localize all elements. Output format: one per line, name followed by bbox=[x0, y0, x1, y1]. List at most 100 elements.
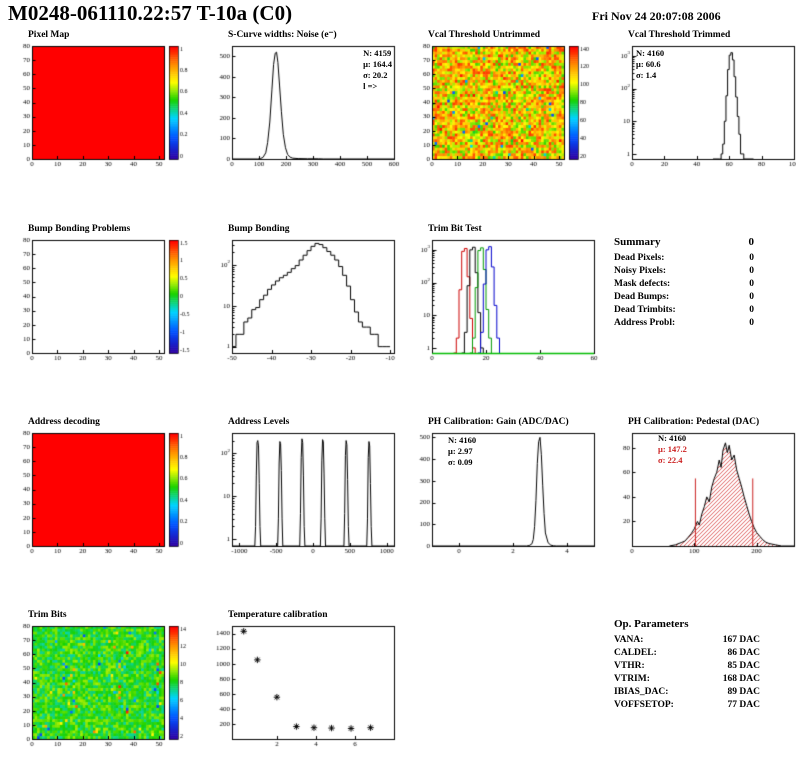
ph_gain-chart bbox=[406, 428, 602, 560]
panel-bump_bonding: Bump Bonding bbox=[206, 224, 402, 367]
panel-title-trim_bits: Trim Bits bbox=[28, 610, 67, 620]
summary-row: Dead Bumps: 0 bbox=[614, 291, 754, 304]
stats-box-vcal_trimmed: N: 4160 μ: 60.6 σ: 1.4 bbox=[636, 48, 664, 81]
panel-title-address_levels: Address Levels bbox=[228, 417, 290, 427]
ph_pedestal-chart bbox=[606, 428, 796, 560]
summary-block: Summary 0 Dead Pixels: 0 Noisy Pixels: 0 Mask … bbox=[614, 236, 754, 330]
panel-title-vcal_trimmed: Vcal Threshold Trimmed bbox=[628, 30, 731, 40]
panel-vcal_untrimmed: Vcal Threshold Untrimmed bbox=[406, 30, 602, 173]
op_parameters-row-value: 85 DAC bbox=[727, 661, 760, 671]
pixel_map-chart bbox=[6, 41, 202, 173]
stats-box-scurve_noise: N: 4159 μ: 164.4 σ: 20.2 l => bbox=[363, 48, 392, 92]
summary-row: Address Probl: 0 bbox=[614, 317, 754, 330]
op_parameters-row-label: VANA: bbox=[614, 635, 644, 645]
op_parameters-row: CALDEL: 86 DAC bbox=[614, 647, 760, 660]
panel-address_decoding: Address decoding bbox=[6, 417, 202, 560]
stat-line: μ: 164.4 bbox=[363, 59, 392, 70]
op_parameters-row-value: 168 DAC bbox=[722, 674, 760, 684]
panel-scurve_noise: S-Curve widths: Noise (e⁻) N: 4159 μ: 164.… bbox=[206, 30, 402, 173]
panel-bump_problems: Bump Bonding Problems bbox=[6, 224, 202, 367]
summary-row-value: 0 bbox=[749, 318, 754, 328]
timestamp: Fri Nov 24 20:07:08 2006 bbox=[592, 9, 721, 23]
stat-line: μ: 147.2 bbox=[658, 444, 687, 455]
summary-row-label: Mask defects: bbox=[614, 279, 671, 289]
summary-row-value: 0 bbox=[749, 279, 754, 289]
panel-title-scurve_noise: S-Curve widths: Noise (e⁻) bbox=[228, 30, 337, 40]
summary-header: Summary 0 bbox=[614, 236, 754, 249]
stat-line: σ: 20.2 bbox=[363, 70, 388, 81]
op_parameters-header: Op. Parameters bbox=[614, 618, 760, 631]
panel-title-ph_gain: PH Calibration: Gain (ADC/DAC) bbox=[428, 417, 569, 427]
trim_bit_test-chart bbox=[406, 235, 602, 367]
op_parameters-row-value: 77 DAC bbox=[727, 700, 760, 710]
op_parameters-row-label: IBIAS_DAC: bbox=[614, 687, 669, 697]
panel-title-ph_pedestal: PH Calibration: Pedestal (DAC) bbox=[628, 417, 760, 427]
panel-title-temperature: Temperature calibration bbox=[228, 610, 328, 620]
summary-row-label: Dead Pixels: bbox=[614, 253, 665, 263]
summary-row-label: Dead Trimbits: bbox=[614, 305, 676, 315]
panel-title-address_decoding: Address decoding bbox=[28, 417, 100, 427]
panel-title-bump_problems: Bump Bonding Problems bbox=[28, 224, 131, 234]
op_parameters-row-label: VTHR: bbox=[614, 661, 645, 671]
stat-line: l => bbox=[363, 81, 378, 92]
op_parameters-row: VTRIM: 168 DAC bbox=[614, 673, 760, 686]
summary-title: Summary bbox=[614, 236, 661, 248]
stats-box-ph_pedestal: N: 4160 μ: 147.2 σ: 22.4 bbox=[658, 433, 687, 466]
panel-title-pixel_map: Pixel Map bbox=[28, 30, 70, 40]
panel-temperature: Temperature calibration bbox=[206, 610, 402, 753]
panel-title-vcal_untrimmed: Vcal Threshold Untrimmed bbox=[428, 30, 541, 40]
op_parameters-row-value: 167 DAC bbox=[722, 635, 760, 645]
summary-row-value: 0 bbox=[749, 253, 754, 263]
summary-row-value: 0 bbox=[749, 305, 754, 315]
op_parameters-row-label: CALDEL: bbox=[614, 648, 657, 658]
bump_problems-chart bbox=[6, 235, 202, 367]
stat-line: N: 4160 bbox=[448, 435, 477, 445]
temperature-chart bbox=[206, 621, 402, 753]
summary-row: Dead Trimbits: 0 bbox=[614, 304, 754, 317]
op_parameters-row: IBIAS_DAC: 89 DAC bbox=[614, 686, 760, 699]
page-title: M0248-061110.22:57 T-10a (C0) bbox=[8, 1, 293, 25]
panel-trim_bit_test: Trim Bit Test bbox=[406, 224, 602, 367]
stat-line: μ: 60.6 bbox=[636, 59, 661, 70]
bump_bonding-chart bbox=[206, 235, 402, 367]
op_parameters-row-label: VOFFSETOP: bbox=[614, 700, 674, 710]
panel-ph_pedestal: PH Calibration: Pedestal (DAC) N: 4160 μ: … bbox=[606, 417, 796, 560]
stat-line: σ: 0.09 bbox=[448, 457, 473, 468]
stat-line: σ: 22.4 bbox=[658, 455, 683, 466]
vcal_untrimmed-chart bbox=[406, 41, 602, 173]
summary-row: Mask defects: 0 bbox=[614, 278, 754, 291]
summary-row-value: 0 bbox=[749, 266, 754, 276]
op_parameters-block: Op. Parameters VANA: 167 DAC CALDEL: 86 DAC V… bbox=[614, 618, 760, 712]
stat-line: N: 4159 bbox=[363, 48, 392, 58]
stat-line: σ: 1.4 bbox=[636, 70, 657, 81]
op_parameters-row: VOFFSETOP: 77 DAC bbox=[614, 699, 760, 712]
summary-row: Noisy Pixels: 0 bbox=[614, 265, 754, 278]
op_parameters-row-value: 89 DAC bbox=[727, 687, 760, 697]
op_parameters-row: VANA: 167 DAC bbox=[614, 634, 760, 647]
summary-header-value: 0 bbox=[748, 236, 755, 248]
panel-address_levels: Address Levels bbox=[206, 417, 402, 560]
summary-row-label: Address Probl: bbox=[614, 318, 676, 328]
op_parameters-row-value: 86 DAC bbox=[727, 648, 760, 658]
op_parameters-title: Op. Parameters bbox=[614, 618, 689, 630]
op_parameters-row-label: VTRIM: bbox=[614, 674, 650, 684]
trim_bits-chart bbox=[6, 621, 202, 753]
op_parameters-row: VTHR: 85 DAC bbox=[614, 660, 760, 673]
address_levels-chart bbox=[206, 428, 402, 560]
stats-box-ph_gain: N: 4160 μ: 2.97 σ: 0.09 bbox=[448, 435, 476, 468]
scurve_noise-chart bbox=[206, 41, 402, 173]
panel-vcal_trimmed: Vcal Threshold Trimmed N: 4160 μ: 60.6 σ: 1… bbox=[606, 30, 796, 173]
summary-row-label: Noisy Pixels: bbox=[614, 266, 666, 276]
stat-line: μ: 2.97 bbox=[448, 446, 473, 457]
panel-title-bump_bonding: Bump Bonding bbox=[228, 224, 290, 234]
panel-trim_bits: Trim Bits bbox=[6, 610, 202, 753]
panel-ph_gain: PH Calibration: Gain (ADC/DAC) N: 4160 μ: … bbox=[406, 417, 602, 560]
summary-row: Dead Pixels: 0 bbox=[614, 252, 754, 265]
summary-row-label: Dead Bumps: bbox=[614, 292, 670, 302]
stat-line: N: 4160 bbox=[658, 433, 687, 443]
stat-line: N: 4160 bbox=[636, 48, 665, 58]
panel-pixel_map: Pixel Map bbox=[6, 30, 202, 173]
summary-row-value: 0 bbox=[749, 292, 754, 302]
